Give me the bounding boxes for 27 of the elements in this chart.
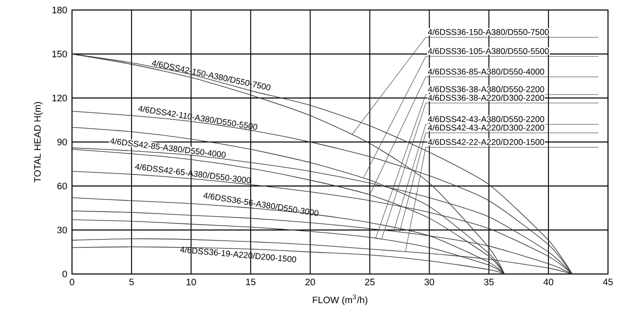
y-axis-title: TOTAL HEAD H(m) xyxy=(34,102,43,182)
annotation: 4/6DSS36-38-A380/D550-2200 xyxy=(428,86,544,92)
y-tick-label: 120 xyxy=(52,94,67,102)
y-tick-label: 90 xyxy=(57,138,67,146)
x-tick-label: 40 xyxy=(543,278,554,286)
annotation: 4/6DSS36-150-A380/D550-7500 xyxy=(428,28,549,36)
annotation: 4/6DSS42-43-A380/D550-2200 xyxy=(428,116,544,122)
x-tick-label: 35 xyxy=(484,278,494,286)
y-tick-label: 180 xyxy=(52,6,67,14)
x-tick-label: 45 xyxy=(603,278,613,286)
annotation: 4/6DSS36-38-A220/D300-2200 xyxy=(428,94,544,101)
x-tick-label: 25 xyxy=(365,278,375,286)
annotation: 4/6DSS42-22-A220/D200-1500 xyxy=(428,138,544,146)
y-tick-label: 0 xyxy=(62,270,67,278)
x-tick-label: 30 xyxy=(424,278,434,286)
x-tick-label: 10 xyxy=(186,278,196,286)
x-tick-label: 0 xyxy=(70,278,74,286)
y-tick-label: 150 xyxy=(52,50,67,58)
x-tick-label: 15 xyxy=(246,278,256,286)
x-axis-title: FLOW (m$^{3}$/h) xyxy=(312,294,368,306)
x-tick-label: 5 xyxy=(129,278,134,286)
x-tick-label: 20 xyxy=(305,278,316,286)
annotation: 4/6DSS36-85-A380/D550-4000 xyxy=(428,68,544,75)
annotation: 4/6DSS42-43-A220/D300-2200 xyxy=(428,124,544,131)
annotation: 4/6DSS36-105-A380/D550-5500 xyxy=(428,48,549,54)
y-tick-label: 30 xyxy=(57,226,67,234)
y-tick-label: 60 xyxy=(57,182,67,190)
